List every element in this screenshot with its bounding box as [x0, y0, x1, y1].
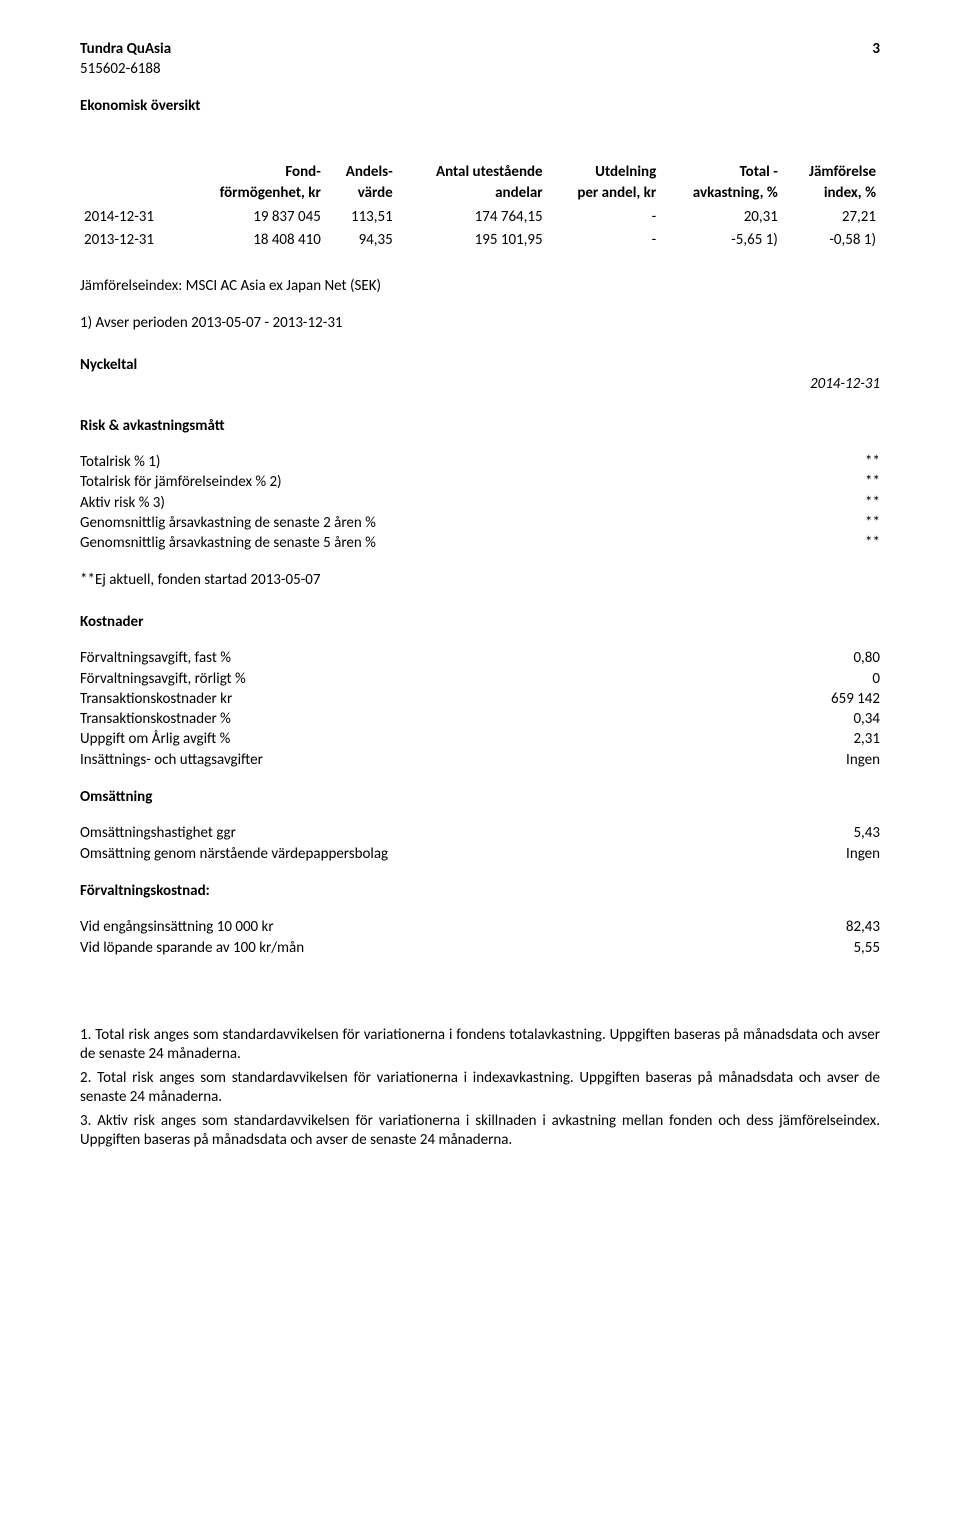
forv-label: Vid engångsinsättning 10 000 kr — [80, 917, 760, 937]
kv-row: Insättnings- och uttagsavgifterIngen — [80, 750, 880, 770]
kv-row: Totalrisk för jämförelseindex % 2)** — [80, 472, 880, 492]
index-note: Jämförelseindex: MSCI AC Asia ex Japan N… — [80, 277, 880, 297]
kost-label: Uppgift om Årlig avgift % — [80, 729, 760, 749]
footnote-3: 3. Aktiv risk anges som standardavvikels… — [80, 1112, 880, 1151]
cell: 195 101,95 — [397, 229, 547, 253]
kv-row: Genomsnittlig årsavkastning de senaste 2… — [80, 513, 880, 533]
col-utdel-2: per andel, kr — [547, 184, 661, 206]
cell: 19 837 045 — [182, 206, 325, 230]
oms-label: Omsättningshastighet ggr — [80, 823, 760, 843]
col-fond-1: Fond- — [182, 161, 325, 185]
col-blank-2 — [80, 184, 182, 206]
kost-label: Förvaltningsavgift, rörligt % — [80, 669, 760, 689]
col-jamf-1: Jämförelse — [782, 161, 880, 185]
kost-value: 0,80 — [760, 648, 880, 668]
col-antal-1: Antal utestående — [397, 161, 547, 185]
kv-row: Totalrisk % 1)** — [80, 452, 880, 472]
col-antal-2: andelar — [397, 184, 547, 206]
kv-row: Transaktionskostnader kr659 142 — [80, 689, 880, 709]
kost-value: 0 — [760, 669, 880, 689]
cell: - — [547, 229, 661, 253]
overview-title: Ekonomisk översikt — [80, 97, 880, 117]
cell: 94,35 — [325, 229, 397, 253]
cell: -0,58 1) — [782, 229, 880, 253]
kv-row: Vid engångsinsättning 10 000 kr82,43 — [80, 917, 880, 937]
kv-row: Uppgift om Årlig avgift %2,31 — [80, 729, 880, 749]
kv-row: Omsättning genom närstående värdepappers… — [80, 844, 880, 864]
forv-label: Vid löpande sparande av 100 kr/mån — [80, 938, 760, 958]
risk-value: ** — [760, 452, 880, 472]
kv-row: Förvaltningsavgift, rörligt %0 — [80, 669, 880, 689]
col-utdel-1: Utdelning — [547, 161, 661, 185]
overview-header-row-1: Fond- Andels- Antal utestående Utdelning… — [80, 161, 880, 185]
kost-value: 2,31 — [760, 729, 880, 749]
cell: 2014-12-31 — [80, 206, 182, 230]
cell: 27,21 — [782, 206, 880, 230]
oms-value: Ingen — [760, 844, 880, 864]
nyckeltal-date: 2014-12-31 — [80, 375, 880, 395]
risk-value: ** — [760, 493, 880, 513]
period-note: 1) Avser perioden 2013-05-07 - 2013-12-3… — [80, 314, 880, 334]
risk-label: Genomsnittlig årsavkastning de senaste 5… — [80, 533, 760, 553]
kostnader-title: Kostnader — [80, 613, 880, 633]
risk-value: ** — [760, 513, 880, 533]
cell: 174 764,15 — [397, 206, 547, 230]
col-andels-2: värde — [325, 184, 397, 206]
cell: 2013-12-31 — [80, 229, 182, 253]
page-number: 3 — [872, 40, 880, 60]
col-total-1: Total - — [660, 161, 782, 185]
kost-label: Insättnings- och uttagsavgifter — [80, 750, 760, 770]
oms-value: 5,43 — [760, 823, 880, 843]
kost-label: Förvaltningsavgift, fast % — [80, 648, 760, 668]
omsattning-title: Omsättning — [80, 788, 880, 808]
fund-id: 515602-6188 — [80, 60, 880, 80]
oms-label: Omsättning genom närstående värdepappers… — [80, 844, 760, 864]
cell: -5,65 1) — [660, 229, 782, 253]
kv-row: Förvaltningsavgift, fast %0,80 — [80, 648, 880, 668]
forvaltning-title: Förvaltningskostnad: — [80, 882, 880, 902]
col-blank — [80, 161, 182, 185]
kost-value: Ingen — [760, 750, 880, 770]
col-fond-2: förmögenhet, kr — [182, 184, 325, 206]
table-row: 2014-12-31 19 837 045 113,51 174 764,15 … — [80, 206, 880, 230]
col-andels-1: Andels- — [325, 161, 397, 185]
risk-value: ** — [760, 472, 880, 492]
forv-value: 82,43 — [760, 917, 880, 937]
kv-row: Vid löpande sparande av 100 kr/mån5,55 — [80, 938, 880, 958]
kv-row: Omsättningshastighet ggr5,43 — [80, 823, 880, 843]
risk-label: Totalrisk % 1) — [80, 452, 760, 472]
risk-title: Risk & avkastningsmått — [80, 417, 880, 437]
kv-row: Transaktionskostnader %0,34 — [80, 709, 880, 729]
overview-table: Fond- Andels- Antal utestående Utdelning… — [80, 161, 880, 253]
risk-label: Totalrisk för jämförelseindex % 2) — [80, 472, 760, 492]
risk-label: Genomsnittlig årsavkastning de senaste 2… — [80, 513, 760, 533]
risk-note: **Ej aktuell, fonden startad 2013-05-07 — [80, 571, 880, 591]
kv-row: Aktiv risk % 3)** — [80, 493, 880, 513]
cell: 113,51 — [325, 206, 397, 230]
forv-value: 5,55 — [760, 938, 880, 958]
footnotes: 1. Total risk anges som standardavvikels… — [80, 1026, 880, 1151]
fund-title: Tundra QuAsia — [80, 40, 171, 60]
cell: - — [547, 206, 661, 230]
footnote-1: 1. Total risk anges som standardavvikels… — [80, 1026, 880, 1065]
cell: 20,31 — [660, 206, 782, 230]
footnote-2: 2. Total risk anges som standardavvikels… — [80, 1069, 880, 1108]
cell: 18 408 410 — [182, 229, 325, 253]
col-jamf-2: index, % — [782, 184, 880, 206]
col-total-2: avkastning, % — [660, 184, 782, 206]
risk-label: Aktiv risk % 3) — [80, 493, 760, 513]
kv-row: Genomsnittlig årsavkastning de senaste 5… — [80, 533, 880, 553]
table-row: 2013-12-31 18 408 410 94,35 195 101,95 -… — [80, 229, 880, 253]
overview-header-row-2: förmögenhet, kr värde andelar per andel,… — [80, 184, 880, 206]
nyckeltal-title: Nyckeltal — [80, 356, 880, 376]
page-header: Tundra QuAsia 3 — [80, 40, 880, 60]
kost-label: Transaktionskostnader kr — [80, 689, 760, 709]
kost-value: 659 142 — [760, 689, 880, 709]
kost-label: Transaktionskostnader % — [80, 709, 760, 729]
kost-value: 0,34 — [760, 709, 880, 729]
risk-value: ** — [760, 533, 880, 553]
